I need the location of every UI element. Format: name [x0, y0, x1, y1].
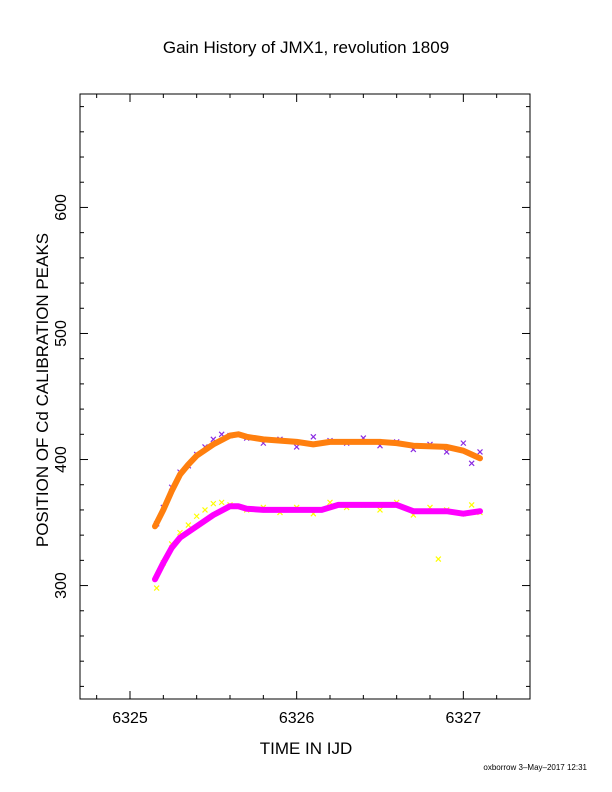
- data-point: [477, 449, 483, 455]
- data-point: [310, 433, 317, 440]
- plot-frame: [79, 93, 531, 700]
- y-tick-label: 400: [53, 446, 70, 473]
- data-point: [210, 500, 217, 507]
- data-point: [185, 522, 192, 528]
- footer-credit: oxborrow 3–May–2017 12:31: [483, 763, 587, 772]
- data-point: [377, 507, 383, 513]
- data-point: [293, 443, 300, 450]
- x-tick-label: 6325: [112, 710, 148, 727]
- data-point: [468, 460, 475, 467]
- y-tick-label: 300: [53, 572, 70, 599]
- y-tick-label: 500: [53, 320, 70, 347]
- data-point: [202, 507, 208, 513]
- x-tick-label: 6326: [279, 710, 315, 727]
- series-1: [152, 431, 483, 530]
- x-tick-label: 6327: [446, 710, 482, 727]
- series-layer: [152, 431, 483, 592]
- y-axis-label: POSITION OF Cd CALIBRATION PEAKS: [33, 233, 52, 547]
- chart-title: Gain History of JMX1, revolution 1809: [163, 38, 449, 57]
- series-line: [152, 501, 483, 583]
- series-line: [152, 431, 483, 530]
- data-point: [153, 585, 160, 592]
- series-3: [152, 501, 483, 583]
- y-tick-label: 600: [53, 194, 70, 221]
- data-point: [193, 513, 200, 520]
- data-point: [460, 440, 467, 447]
- data-point: [435, 556, 442, 563]
- x-axis-label: TIME IN IJD: [260, 739, 353, 758]
- data-point: [468, 501, 475, 508]
- tick-layer: 6325 6326 6327 300 400 500 600: [53, 94, 531, 727]
- data-point: [218, 499, 225, 506]
